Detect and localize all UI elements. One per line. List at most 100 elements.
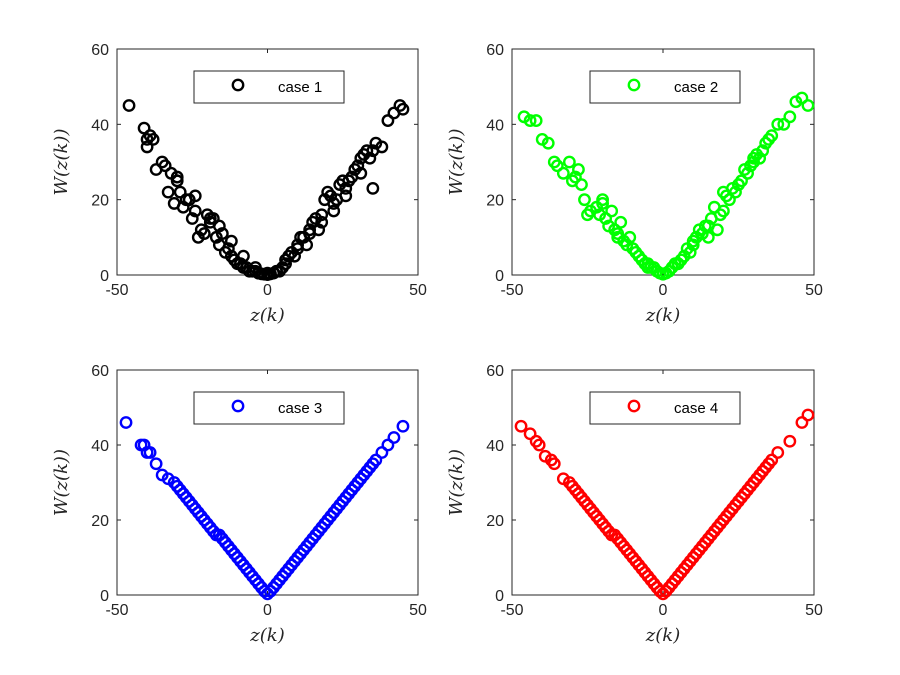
data-point <box>381 438 395 452</box>
data-point <box>291 242 304 256</box>
data-point <box>771 446 785 459</box>
data-point <box>122 99 136 112</box>
data-point <box>541 136 555 150</box>
legend-label: case 4 <box>674 400 718 417</box>
data-point <box>203 212 217 225</box>
data-point <box>221 242 235 256</box>
data-point <box>146 132 160 146</box>
data-point <box>119 416 133 429</box>
legend-marker <box>627 78 641 92</box>
data-point <box>717 204 730 218</box>
data-point <box>360 144 374 158</box>
x-tick-label: -50 <box>105 282 128 299</box>
data-point <box>303 227 317 240</box>
legend-label: case 1 <box>278 79 322 96</box>
data-point <box>575 178 588 192</box>
data-point <box>783 434 797 448</box>
data-point <box>381 114 395 127</box>
data-point <box>197 227 211 240</box>
data-point <box>339 189 353 203</box>
data-point <box>732 178 745 192</box>
x-tick-label: 0 <box>659 602 668 619</box>
data-point <box>611 227 625 240</box>
data-point <box>237 249 250 263</box>
x-axis-label: z(k) <box>645 625 680 646</box>
x-tick-label: 50 <box>805 282 823 299</box>
data-point <box>363 151 377 165</box>
data-point <box>143 446 157 459</box>
data-point <box>224 234 238 248</box>
data-point <box>339 181 353 195</box>
legend: case 4 <box>589 391 741 425</box>
data-point <box>599 212 613 225</box>
data-point <box>176 200 190 214</box>
data-point <box>161 185 175 199</box>
legend-marker <box>627 399 641 413</box>
data-point <box>795 416 809 429</box>
data-point <box>212 219 226 233</box>
data-point <box>701 219 715 233</box>
data-point <box>327 204 341 218</box>
legend-box <box>589 391 741 425</box>
data-point <box>387 431 401 444</box>
series-3 <box>119 416 410 601</box>
series-4 <box>514 408 815 601</box>
data-point <box>578 193 591 207</box>
data-point <box>572 163 585 176</box>
data-point <box>249 261 262 274</box>
data-point <box>801 99 815 112</box>
data-point <box>723 193 736 207</box>
data-point <box>396 102 410 116</box>
y-axis-label: W(z(k)) <box>446 129 467 196</box>
data-point <box>375 140 389 154</box>
data-point <box>529 114 543 127</box>
data-point <box>140 140 154 154</box>
legend-box <box>193 70 345 104</box>
legend-label: case 3 <box>278 400 322 417</box>
data-point <box>756 144 770 158</box>
data-point <box>623 230 637 244</box>
y-tick-label: 0 <box>100 588 109 605</box>
legend: case 2 <box>589 70 741 104</box>
data-point <box>656 267 670 281</box>
data-point <box>605 204 619 218</box>
data-point <box>596 197 609 210</box>
data-point <box>315 215 329 229</box>
data-point <box>354 166 368 180</box>
y-tick-label: 40 <box>91 438 109 455</box>
x-axis-label: z(k) <box>249 625 284 646</box>
legend-box <box>193 391 345 425</box>
y-tick-label: 60 <box>486 363 504 380</box>
data-point <box>170 170 184 184</box>
y-tick-label: 20 <box>91 513 109 530</box>
data-point <box>550 159 564 173</box>
data-point <box>137 121 151 135</box>
data-point <box>686 234 700 248</box>
series-2 <box>517 91 815 281</box>
y-axis-label: W(z(k)) <box>51 129 72 196</box>
series-1 <box>122 99 410 282</box>
data-point <box>777 117 791 131</box>
legend: case 3 <box>193 391 345 425</box>
y-tick-label: 40 <box>486 117 504 134</box>
x-axis-label: z(k) <box>249 305 284 326</box>
x-tick-label: -50 <box>500 282 523 299</box>
data-point <box>366 181 380 195</box>
y-tick-label: 0 <box>495 588 504 605</box>
data-point <box>523 427 537 441</box>
data-point <box>671 257 685 271</box>
legend: case 1 <box>193 70 345 104</box>
y-tick-label: 0 <box>100 268 109 285</box>
y-tick-label: 40 <box>486 438 504 455</box>
data-point <box>562 155 576 169</box>
data-point <box>765 129 779 143</box>
data-point <box>801 408 815 422</box>
data-point <box>158 159 172 173</box>
x-tick-label: 50 <box>409 282 427 299</box>
y-tick-label: 20 <box>91 193 109 210</box>
y-tick-label: 60 <box>486 42 504 59</box>
y-tick-label: 20 <box>486 193 504 210</box>
